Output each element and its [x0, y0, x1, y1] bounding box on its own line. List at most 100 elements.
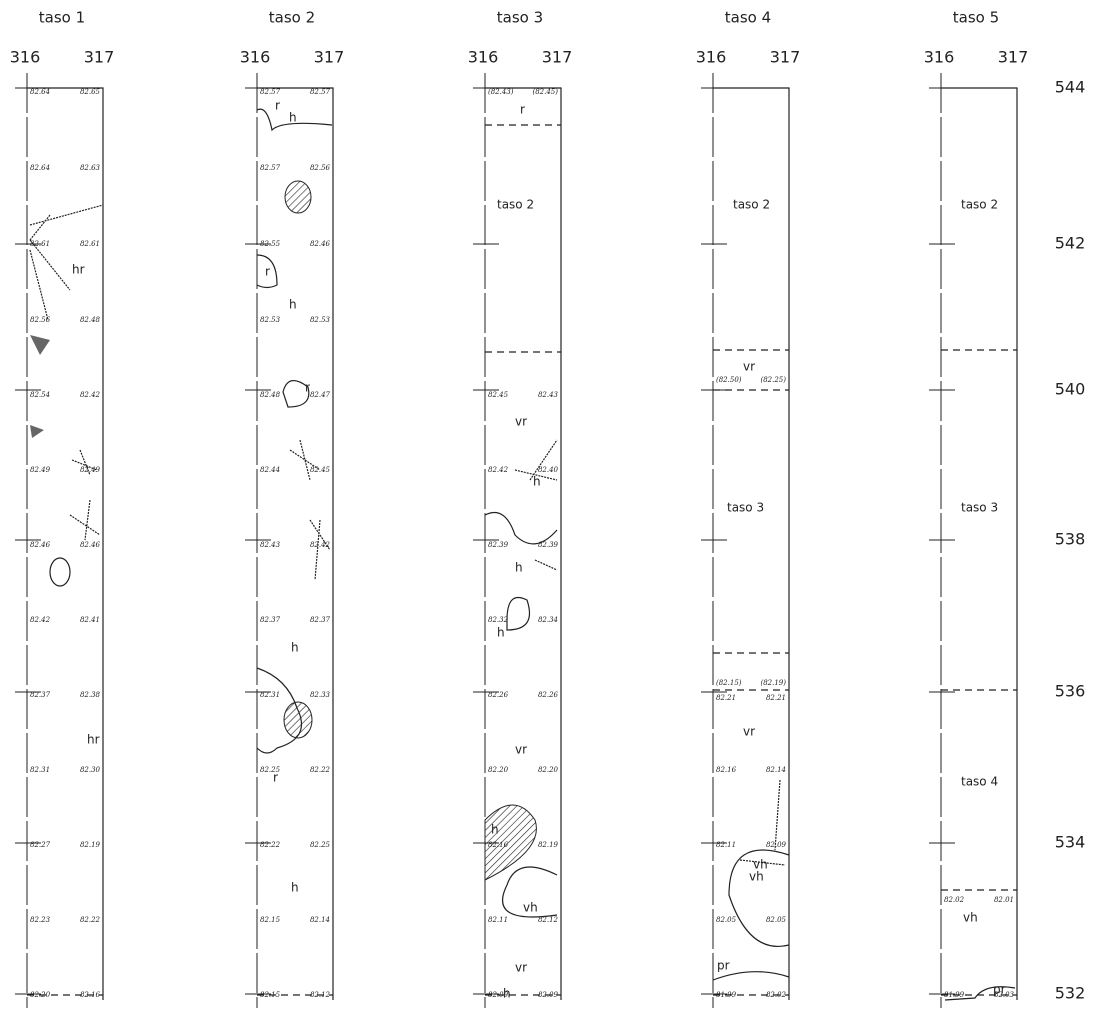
features [29, 108, 1016, 1001]
elevation: 82.26 [488, 691, 509, 699]
axis-label: 316 [240, 48, 271, 67]
soil-label: vr [515, 743, 527, 757]
elevation: 82.54 [30, 391, 50, 399]
elevation: 82.09 [488, 991, 509, 999]
elevation: 82.61 [30, 240, 50, 248]
elevation: 82.15 [260, 916, 281, 924]
elevation: 82.14 [310, 916, 330, 924]
axis-label: 317 [314, 48, 345, 67]
elevation: 82.16 [716, 766, 737, 774]
elevation: (82.45) [532, 88, 558, 96]
soil-label: vh [523, 901, 538, 915]
axis-label: 317 [542, 48, 573, 67]
strip-edge [485, 87, 562, 1000]
elevation: 82.19 [538, 841, 559, 849]
column-title: taso 5 [953, 9, 999, 27]
soil-label: vr [743, 360, 755, 374]
elevation: 82.37 [310, 616, 331, 624]
elevation: (82.25) [760, 376, 786, 384]
elevation: (82.43) [488, 88, 514, 96]
strip-edge [713, 87, 790, 1000]
soil-label: taso 2 [497, 198, 534, 212]
soil-label: taso 3 [961, 501, 998, 515]
row-label: 536 [1055, 682, 1086, 701]
elevation: 82.55 [260, 240, 281, 248]
soil-label: h [289, 298, 297, 312]
elevation: 82.37 [30, 691, 51, 699]
soil-label: hr [87, 733, 100, 747]
elevation: 82.16 [80, 991, 101, 999]
soil-label: hr [72, 263, 85, 277]
strip-edge [257, 87, 334, 1000]
soil-label: vr [515, 961, 527, 975]
soil-label: pr [993, 983, 1006, 997]
elevation: 82.53 [310, 316, 331, 324]
soil-label: vh [963, 911, 978, 925]
elevation: 82.21 [766, 694, 786, 702]
elevation: 82.42 [30, 616, 51, 624]
elevation: 82.39 [538, 541, 559, 549]
elevation: 82.49 [30, 466, 51, 474]
elevation: 82.09 [766, 841, 787, 849]
axis-label: 316 [696, 48, 727, 67]
row-label: 540 [1055, 380, 1086, 399]
elevation: 82.47 [310, 391, 331, 399]
column-title: taso 3 [497, 9, 543, 27]
elevation: 82.22 [260, 841, 281, 849]
elevation: 82.31 [260, 691, 280, 699]
soil-label: vh [753, 858, 768, 872]
elevation: 82.20 [538, 766, 559, 774]
elevation: 82.16 [488, 841, 509, 849]
row-label: 542 [1055, 234, 1086, 253]
row-label: 532 [1055, 984, 1086, 1003]
elevation: 82.42 [488, 466, 509, 474]
elevation: 82.22 [80, 916, 101, 924]
elevation: 82.26 [538, 691, 559, 699]
elevation: 82.20 [30, 991, 51, 999]
elevation: 81.99 [944, 991, 965, 999]
elevation: 82.65 [80, 88, 101, 96]
soil-label: h [491, 823, 499, 837]
axis-label: 316 [10, 48, 41, 67]
elevation: 82.43 [260, 541, 281, 549]
elevation: 82.56 [310, 164, 331, 172]
elevation: 82.57 [310, 88, 331, 96]
axis-label: 317 [770, 48, 801, 67]
elevation: 82.11 [716, 841, 736, 849]
elevation: 82.05 [766, 916, 787, 924]
elevation: 82.45 [310, 466, 331, 474]
elevation: 82.42 [80, 391, 101, 399]
elevation: 82.63 [80, 164, 101, 172]
soil-label: r [520, 103, 525, 117]
elevation: 82.09 [538, 991, 559, 999]
elevation: 82.32 [488, 616, 509, 624]
axis-label: 317 [84, 48, 115, 67]
axis-label: 316 [924, 48, 955, 67]
soil-label: h [497, 626, 505, 640]
soil-label: r [273, 771, 278, 785]
elevation: 82.42 [310, 541, 331, 549]
elevation: 81.99 [716, 991, 737, 999]
row-label: 538 [1055, 530, 1086, 549]
soil-label: taso 2 [733, 198, 770, 212]
elevation: 82.46 [80, 541, 101, 549]
elevation: (82.19) [760, 679, 786, 687]
elevation: 82.25 [260, 766, 281, 774]
elevation: 82.02 [944, 896, 965, 904]
row-label: 534 [1055, 833, 1086, 852]
elevation: 82.53 [260, 316, 281, 324]
elevation: 82.14 [766, 766, 786, 774]
elevation: 82.41 [80, 616, 100, 624]
elevation: 82.38 [80, 691, 101, 699]
axis-label: 317 [998, 48, 1029, 67]
elevation: 82.44 [260, 466, 280, 474]
elevation: 82.23 [30, 916, 51, 924]
elevation: 82.33 [310, 691, 331, 699]
soil-label: h [503, 987, 511, 1001]
soil-label: r [265, 265, 270, 279]
elevation: (82.50) [716, 376, 742, 384]
soil-label: h [291, 641, 299, 655]
elevation: 82.49 [80, 466, 101, 474]
elevation: 82.57 [260, 88, 281, 96]
elevation: 82.48 [80, 316, 101, 324]
